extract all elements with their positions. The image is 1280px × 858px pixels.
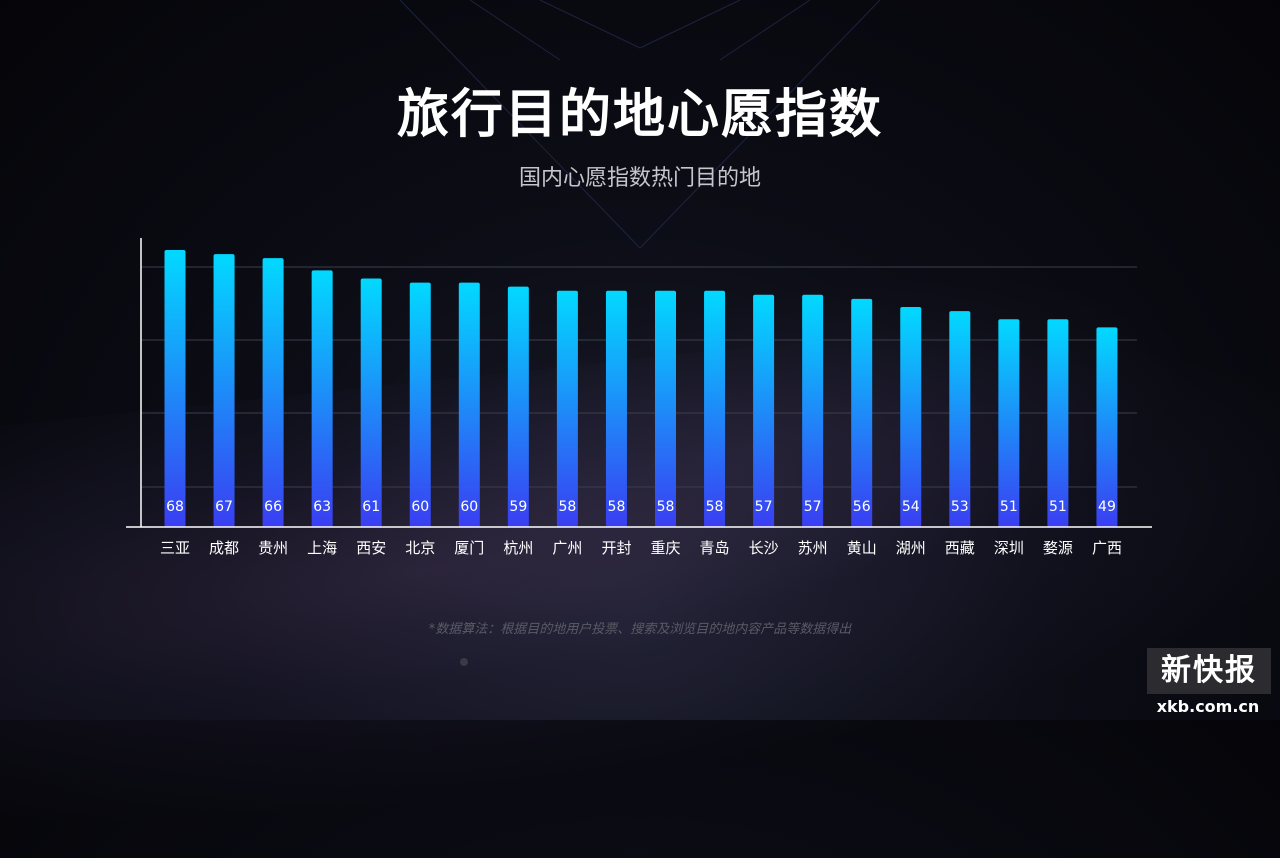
bar-西安 <box>360 278 382 527</box>
page-subtitle: 国内心愿指数热门目的地 <box>518 166 761 191</box>
bar-成都 <box>213 254 235 527</box>
value-label: 66 <box>264 499 282 515</box>
category-label: 苏州 <box>798 539 828 557</box>
bar-西藏 <box>949 311 971 527</box>
bar-广西 <box>1096 327 1118 527</box>
bar-贵州 <box>262 258 284 527</box>
category-label: 开封 <box>601 539 631 557</box>
labels: 68 三亚 67 成都 66 贵州 63 上海 61 西安 60 北京 60 厦门 59 杭州 58 广州 58 开封… <box>160 499 1122 557</box>
background-lines <box>399 0 881 249</box>
category-label: 广西 <box>1092 539 1122 557</box>
bar-重庆 <box>655 290 676 527</box>
category-label: 西安 <box>356 539 386 557</box>
bar-三亚 <box>164 250 186 527</box>
grid-lines <box>141 266 1137 488</box>
value-label: 61 <box>362 499 380 515</box>
category-label: 黄山 <box>847 539 877 557</box>
value-label: 58 <box>706 499 724 515</box>
bar-苏州 <box>802 294 824 527</box>
axes <box>126 238 1152 528</box>
page-title: 旅行目的地心愿指数 <box>396 85 883 145</box>
value-label: 58 <box>657 499 675 515</box>
category-label: 青岛 <box>700 539 730 557</box>
value-label: 60 <box>460 499 478 515</box>
bar-上海 <box>311 270 333 527</box>
brand-logo: 新快报 <box>1147 648 1271 694</box>
value-label: 60 <box>411 499 429 515</box>
value-label: 67 <box>215 499 233 515</box>
category-label: 上海 <box>307 539 337 557</box>
category-label: 长沙 <box>749 539 779 557</box>
bar-婺源 <box>1047 319 1069 527</box>
value-label: 51 <box>1049 499 1067 515</box>
category-label: 厦门 <box>454 539 484 557</box>
bar-厦门 <box>458 282 480 527</box>
category-label: 广州 <box>552 539 582 557</box>
bar-杭州 <box>507 286 529 527</box>
value-label: 58 <box>608 499 626 515</box>
bar-chart: 68 三亚 67 成都 66 贵州 63 上海 61 西安 60 北京 60 厦门 59 杭州 58 广州 58 开封… <box>126 238 1152 557</box>
value-label: 68 <box>166 499 184 515</box>
decorative-dot <box>460 658 468 666</box>
value-label: 51 <box>1000 499 1018 515</box>
value-label: 54 <box>902 499 920 515</box>
category-label: 婺源 <box>1043 539 1073 557</box>
bar-广州 <box>556 290 578 527</box>
category-label: 杭州 <box>503 539 533 557</box>
value-label: 57 <box>804 499 822 515</box>
bar-长沙 <box>753 294 775 527</box>
brand-url: xkb.com.cn <box>1156 697 1260 716</box>
value-label: 63 <box>313 499 331 515</box>
value-label: 57 <box>755 499 773 515</box>
category-label: 湖州 <box>896 539 926 557</box>
category-label: 北京 <box>405 539 435 557</box>
category-label: 贵州 <box>258 539 288 557</box>
value-label: 53 <box>951 499 969 515</box>
bar-北京 <box>409 282 431 527</box>
value-label: 58 <box>558 499 576 515</box>
category-label: 西藏 <box>945 539 975 557</box>
data-footnote: *数据算法：根据目的地用户投票、搜索及浏览目的地内容产品等数据得出 <box>428 622 852 637</box>
bar-深圳 <box>998 319 1020 527</box>
bar-开封 <box>605 290 627 527</box>
bar-湖州 <box>900 307 922 527</box>
bar-青岛 <box>704 290 726 527</box>
value-label: 49 <box>1098 499 1116 515</box>
bars <box>164 250 1118 527</box>
bar-黄山 <box>851 298 873 527</box>
category-label: 重庆 <box>650 539 680 557</box>
category-label: 深圳 <box>994 539 1024 557</box>
category-label: 成都 <box>209 539 239 557</box>
value-label: 59 <box>509 499 527 515</box>
category-label: 三亚 <box>160 539 190 557</box>
value-label: 56 <box>853 499 871 515</box>
